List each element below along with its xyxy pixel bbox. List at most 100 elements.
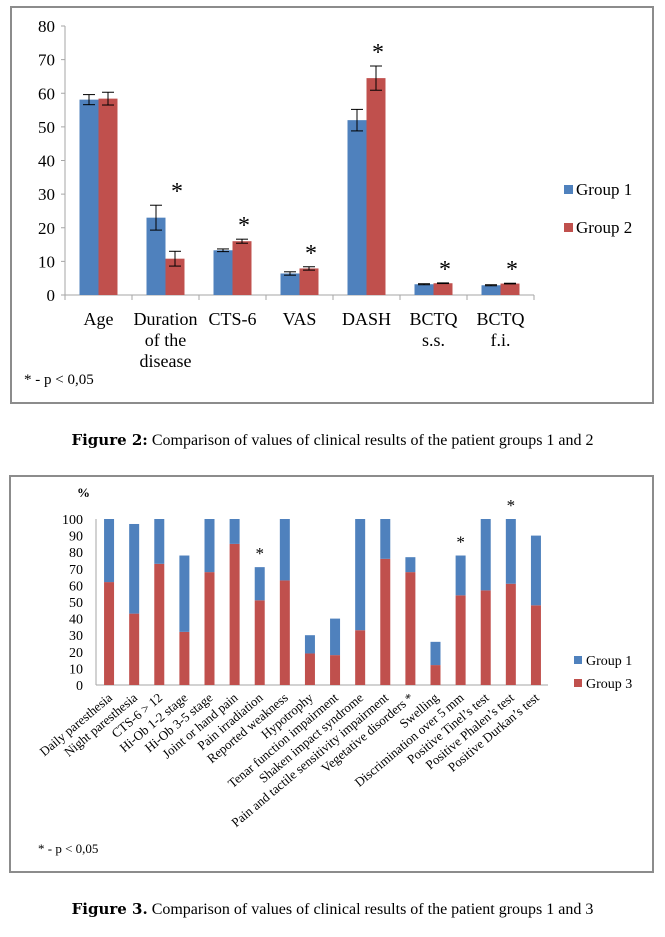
bar-segment-group-3	[430, 665, 441, 685]
bar-segment-group-3	[330, 655, 341, 685]
category-label: BCTQ	[476, 309, 524, 329]
bar-segment-group-1	[254, 567, 265, 601]
y-tick-label: 40	[38, 152, 55, 171]
bar-segment-group-1	[330, 618, 341, 656]
y-tick-label: 40	[69, 613, 83, 628]
bar-segment-group-3	[530, 605, 541, 685]
legend-label: Group 2	[576, 218, 632, 237]
figure-3-caption-label: Figure 3.	[71, 900, 148, 918]
bar-group-1	[414, 284, 434, 295]
y-tick-label: 0	[47, 286, 56, 305]
figure-3-caption-text: Comparison of values of clinical results…	[147, 901, 594, 918]
legend-swatch	[564, 223, 573, 232]
bar-segment-group-1	[229, 519, 240, 544]
significance-marker: *	[372, 40, 384, 66]
bar-segment-group-1	[430, 641, 441, 666]
bar-group-1	[347, 120, 367, 296]
category-label: BCTQ	[409, 309, 457, 329]
bar-group-2	[433, 283, 453, 295]
bar-segment-group-3	[480, 590, 491, 685]
legend-label: Group 1	[576, 180, 632, 199]
bar-segment-group-1	[154, 519, 165, 564]
bar-segment-group-1	[304, 635, 315, 654]
figure-3-frame	[9, 475, 654, 873]
bar-group-2	[98, 98, 118, 295]
bar-segment-group-1	[129, 523, 140, 614]
figure-2-caption-text: Comparison of values of clinical results…	[147, 432, 594, 449]
bar-group-1	[146, 217, 166, 295]
bar-segment-group-3	[204, 572, 215, 685]
bar-segment-group-3	[154, 563, 165, 685]
category-label: s.s.	[422, 330, 445, 350]
figure-2-caption: Figure 2: Comparison of values of clinic…	[0, 431, 665, 450]
category-label: Duration	[134, 309, 198, 329]
y-tick-label: 70	[69, 563, 83, 578]
bar-group-1	[481, 285, 501, 295]
bar-group-2	[299, 268, 319, 295]
y-tick-label: 70	[38, 51, 55, 70]
y-axis-unit-label: %	[77, 485, 90, 500]
bar-segment-group-3	[104, 582, 115, 685]
bar-segment-group-1	[480, 519, 491, 591]
y-tick-label: 50	[38, 118, 55, 137]
category-label: disease	[140, 351, 192, 371]
y-tick-label: 10	[38, 252, 55, 271]
y-tick-label: 80	[38, 17, 55, 36]
bar-segment-group-3	[380, 558, 391, 685]
significance-marker: *	[238, 213, 250, 239]
bar-segment-group-3	[229, 543, 240, 685]
significance-marker: *	[507, 496, 516, 515]
bar-group-1	[280, 273, 300, 295]
significance-marker: *	[506, 257, 518, 283]
bar-segment-group-3	[455, 595, 466, 685]
y-tick-label: 100	[62, 513, 83, 528]
bar-segment-group-3	[505, 583, 516, 685]
bar-segment-group-1	[355, 519, 366, 631]
bar-segment-group-1	[505, 519, 516, 584]
bar-segment-group-1	[530, 535, 541, 606]
significance-marker: *	[255, 544, 264, 563]
significance-marker: *	[456, 533, 465, 552]
figure-2-caption-label: Figure 2:	[71, 431, 148, 449]
significance-note: * - p < 0,05	[38, 841, 98, 856]
y-tick-label: 90	[69, 530, 83, 545]
y-tick-label: 60	[38, 84, 55, 103]
category-label: VAS	[283, 309, 317, 329]
y-tick-label: 50	[69, 596, 83, 611]
bar-segment-group-3	[179, 631, 190, 685]
bar-segment-group-3	[279, 580, 290, 685]
bar-group-2	[165, 258, 185, 295]
bar-group-2	[366, 78, 386, 296]
bar-segment-group-1	[405, 557, 416, 573]
y-tick-label: 30	[69, 629, 83, 644]
y-tick-label: 30	[38, 185, 55, 204]
y-tick-label: 0	[76, 679, 83, 694]
y-tick-label: 10	[69, 662, 83, 677]
bar-group-2	[500, 283, 520, 295]
bar-group-2	[232, 241, 252, 295]
legend-label: Group 1	[586, 654, 632, 669]
y-tick-label: 80	[69, 546, 83, 561]
bar-group-1	[213, 250, 233, 295]
y-tick-label: 20	[69, 646, 83, 661]
bar-segment-group-3	[355, 630, 366, 685]
category-label: Age	[84, 309, 114, 329]
bar-segment-group-1	[204, 519, 215, 573]
legend-swatch	[564, 185, 573, 194]
significance-marker: *	[305, 241, 317, 267]
category-label: of the	[145, 330, 186, 350]
bar-segment-group-1	[380, 519, 391, 559]
bar-segment-group-3	[405, 572, 416, 685]
significance-marker: *	[439, 257, 451, 283]
category-label: f.i.	[491, 330, 511, 350]
legend-swatch	[574, 679, 582, 687]
bar-segment-group-1	[104, 519, 115, 583]
significance-note: * - p < 0,05	[24, 372, 94, 388]
figure-3-caption: Figure 3. Comparison of values of clinic…	[0, 900, 665, 919]
bar-segment-group-1	[179, 555, 190, 632]
y-tick-label: 60	[69, 579, 83, 594]
significance-marker: *	[171, 179, 183, 205]
bar-segment-group-1	[279, 519, 290, 581]
